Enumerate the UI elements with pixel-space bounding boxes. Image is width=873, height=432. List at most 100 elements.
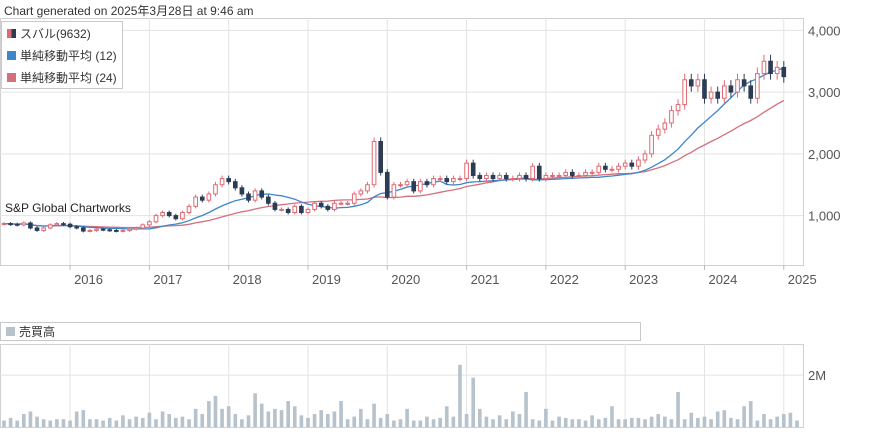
volume-bar [497,415,502,427]
candle-body [384,171,390,198]
volume-bar [312,414,317,427]
candle-body [114,229,119,232]
volume-bar [154,419,158,427]
volume-bar [121,415,125,427]
candle-body [735,79,740,93]
candle-body [140,224,146,229]
volume-bar [636,417,641,427]
volume-bar [253,393,257,427]
volume-bar [81,410,86,427]
candle-body [569,171,575,176]
volume-bar [511,411,515,427]
candle-body [497,174,502,180]
candle-body [74,226,80,229]
candle-body [444,178,450,183]
volume-bar [94,419,99,427]
volume-bar [477,408,482,427]
volume-bar [107,417,112,427]
legend-item-price[interactable]: スバル(9632) [2,22,122,44]
x-tick-label: 2022 [550,272,579,287]
volume-bar [735,419,740,427]
x-tick-label: 2020 [391,272,420,287]
candle-body [675,103,681,112]
volume-bar [167,414,172,427]
volume-bar [669,419,674,427]
candle-body [173,215,179,220]
volume-bar [352,416,357,427]
volume-bar [365,419,370,427]
candle-body [54,223,60,226]
legend-item-ma12[interactable]: 単純移動平均 (12) [2,44,122,66]
candle-body [312,202,317,210]
volume-bar [398,419,403,427]
candle-body [470,162,476,176]
candle-body [21,222,27,226]
candle-body [147,221,152,226]
candle-body [702,79,707,99]
candle-body [530,165,535,180]
candle-body [563,171,569,176]
candle-body [1,223,7,226]
volume-bar [147,412,152,427]
candle-body [576,174,582,177]
candle-body [411,181,417,192]
candle-body [166,212,172,217]
volume-bar [405,408,409,427]
volume-bar [517,414,522,427]
x-tick-label: 2017 [153,272,182,287]
candle-body [688,79,694,87]
volume-bar [193,408,198,427]
volume-bar [101,420,105,427]
volume-bar [74,411,79,427]
volume-bar [187,419,191,427]
candle-body [378,141,383,173]
candle-body [589,171,595,174]
volume-bar [656,414,661,427]
candle-body [484,174,489,180]
y-tick-label: 4,000 [808,23,841,38]
candle-body [94,228,99,231]
candle-body [774,66,780,75]
volume-bar [226,406,231,427]
candle-body [437,178,443,181]
price-plot-frame [0,18,804,266]
volume-bar [616,419,621,427]
candle-body [424,181,430,186]
candle-body [285,208,291,214]
volume-bar [286,401,290,427]
volume-plot-frame [0,344,804,428]
y-tick-label: 3,000 [808,85,841,100]
ma12-swatch-icon [7,50,16,60]
volume-bar [2,420,6,427]
volume-bar [378,417,383,427]
volume-bar [755,420,760,427]
volume-bar [259,403,264,427]
candle-body [622,162,628,167]
candle-body [721,85,727,99]
volume-bar [438,417,442,427]
candle-body [741,79,747,87]
candle-body [503,174,509,180]
candle-body [252,190,258,201]
candle-body [556,174,562,177]
candle-body [87,229,93,232]
volume-bar [524,391,528,427]
candle-body [391,184,397,198]
volume-bar [610,406,614,427]
candle-body [510,178,516,181]
candle-body [371,141,377,186]
volume-bar [504,419,509,427]
volume-bar [22,414,26,427]
candle-body [636,159,641,167]
volume-bar [61,419,66,427]
candle-body [655,128,661,136]
candle-body [768,60,773,75]
candle-body [279,208,284,211]
volume-bar [550,420,555,427]
volume-bar [676,391,680,427]
candle-body [239,187,245,195]
legend-item-ma24[interactable]: 単純移動平均 (24) [2,66,122,88]
candle-body [246,193,251,201]
volume-bar [173,417,178,427]
